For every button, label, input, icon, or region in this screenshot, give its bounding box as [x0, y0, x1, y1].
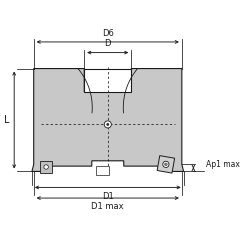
- Circle shape: [107, 123, 109, 126]
- Text: Ap1 max: Ap1 max: [206, 160, 240, 169]
- Text: L: L: [4, 115, 10, 125]
- Text: D6: D6: [102, 29, 114, 37]
- Polygon shape: [40, 161, 52, 173]
- Polygon shape: [84, 69, 131, 92]
- Circle shape: [163, 161, 169, 168]
- Text: D: D: [105, 39, 111, 48]
- Polygon shape: [96, 166, 109, 175]
- Circle shape: [165, 163, 167, 166]
- Polygon shape: [157, 156, 175, 173]
- Polygon shape: [32, 69, 184, 171]
- Circle shape: [44, 165, 48, 169]
- Circle shape: [104, 121, 111, 128]
- Text: D1 max: D1 max: [91, 203, 124, 211]
- Text: D1: D1: [102, 192, 114, 201]
